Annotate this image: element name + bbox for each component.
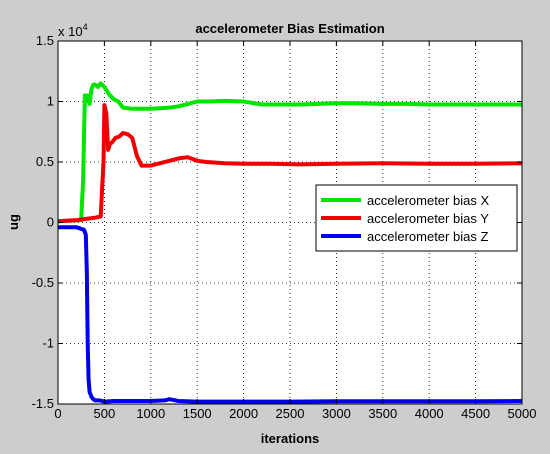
y-tick-label: 1 — [47, 94, 54, 109]
legend-label-z: accelerometer bias Z — [367, 229, 488, 244]
y-tick-label: -1 — [42, 336, 54, 351]
x-tick-label: 1500 — [183, 406, 212, 421]
x-tick-label: 2000 — [229, 406, 258, 421]
x-tick-label: 2500 — [276, 406, 305, 421]
x-tick-label: 3000 — [322, 406, 351, 421]
y-axis-exponent-base: x 10 — [58, 24, 83, 39]
x-tick-label: 0 — [54, 406, 61, 421]
chart-title: accelerometer Bias Estimation — [195, 21, 384, 36]
legend: accelerometer bias X accelerometer bias Y… — [315, 184, 518, 252]
series-line-y — [57, 103, 523, 224]
legend-label-y: accelerometer bias Y — [367, 211, 489, 226]
y-tick-label: 1.5 — [36, 33, 54, 48]
y-tick-label: -0.5 — [32, 275, 54, 290]
x-tick-label: 500 — [94, 406, 116, 421]
y-axis-exponent-power: 4 — [83, 22, 88, 32]
x-tick-label: 4500 — [461, 406, 490, 421]
y-tick-label: -1.5 — [32, 396, 54, 411]
series-layer — [57, 81, 523, 404]
y-tick-label: 0 — [47, 215, 54, 230]
x-tick-label: 5000 — [508, 406, 537, 421]
ticks: 0 500 1000 1500 2000 2500 3000 3500 4000 4500 5000… — [32, 33, 537, 421]
series-line-z — [58, 225, 523, 404]
y-axis-label: ug — [6, 214, 21, 230]
x-tick-label: 1000 — [136, 406, 165, 421]
series-line-x — [57, 81, 522, 224]
legend-label-x: accelerometer bias X — [367, 193, 489, 208]
y-tick-label: 0.5 — [36, 154, 54, 169]
x-tick-label: 3500 — [368, 406, 397, 421]
y-axis-exponent: x 104 — [58, 22, 88, 39]
x-tick-label: 4000 — [415, 406, 444, 421]
x-axis-label: iterations — [261, 431, 320, 446]
